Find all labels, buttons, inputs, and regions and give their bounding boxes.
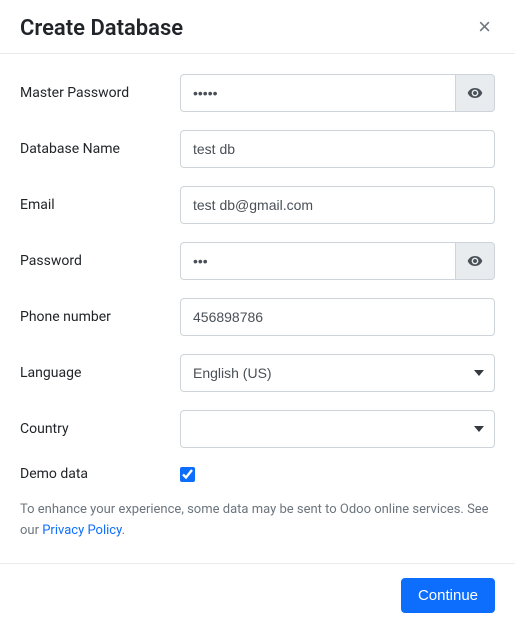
toggle-password-visibility-button[interactable] bbox=[455, 242, 495, 280]
close-button[interactable]: × bbox=[474, 16, 495, 38]
phone-input[interactable] bbox=[180, 298, 495, 336]
eye-icon bbox=[467, 85, 483, 101]
master-password-input[interactable] bbox=[180, 74, 455, 112]
demo-data-row: Demo data bbox=[20, 466, 495, 482]
master-password-row: Master Password bbox=[20, 74, 495, 112]
database-name-label: Database Name bbox=[20, 141, 180, 157]
demo-data-label: Demo data bbox=[20, 466, 180, 482]
master-password-label: Master Password bbox=[20, 85, 180, 101]
create-database-dialog: Create Database × Master Password Databa… bbox=[0, 0, 515, 627]
phone-label: Phone number bbox=[20, 309, 180, 325]
eye-icon bbox=[467, 253, 483, 269]
email-row: Email bbox=[20, 186, 495, 224]
dialog-body: Master Password Database Name Email bbox=[0, 54, 515, 563]
continue-button[interactable]: Continue bbox=[401, 578, 495, 613]
notice-text-after: . bbox=[122, 523, 125, 538]
language-label: Language bbox=[20, 365, 180, 381]
dialog-footer: Continue bbox=[0, 563, 515, 627]
password-input[interactable] bbox=[180, 242, 455, 280]
database-name-input[interactable] bbox=[180, 130, 495, 168]
database-name-row: Database Name bbox=[20, 130, 495, 168]
toggle-master-password-visibility-button[interactable] bbox=[455, 74, 495, 112]
phone-row: Phone number bbox=[20, 298, 495, 336]
privacy-notice: To enhance your experience, some data ma… bbox=[20, 500, 495, 542]
language-select[interactable]: English (US) bbox=[180, 354, 495, 392]
dialog-header: Create Database × bbox=[0, 0, 515, 54]
demo-data-checkbox[interactable] bbox=[180, 467, 195, 482]
password-label: Password bbox=[20, 253, 180, 269]
password-row: Password bbox=[20, 242, 495, 280]
country-select[interactable] bbox=[180, 410, 495, 448]
email-input[interactable] bbox=[180, 186, 495, 224]
country-label: Country bbox=[20, 421, 180, 437]
country-row: Country bbox=[20, 410, 495, 448]
email-label: Email bbox=[20, 197, 180, 213]
privacy-policy-link[interactable]: Privacy Policy bbox=[42, 523, 121, 538]
close-icon: × bbox=[478, 14, 491, 39]
dialog-title: Create Database bbox=[20, 16, 183, 41]
language-row: Language English (US) bbox=[20, 354, 495, 392]
